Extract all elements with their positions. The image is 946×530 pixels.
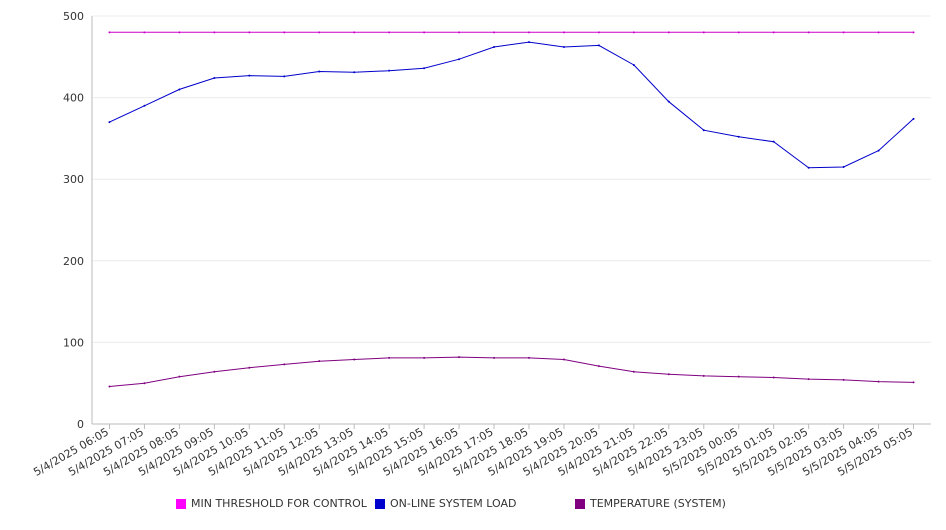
data-point-s1-5 xyxy=(283,75,286,78)
chart-legend: MIN THRESHOLD FOR CONTROL ON-LINE SYSTEM… xyxy=(0,497,946,515)
data-point-s1-16 xyxy=(667,100,670,103)
legend-item-1: ON-LINE SYSTEM LOAD xyxy=(375,497,516,510)
data-point-s2-17 xyxy=(702,374,705,377)
data-point-s1-20 xyxy=(807,166,810,169)
data-point-s0-18 xyxy=(737,31,740,34)
data-point-s2-2 xyxy=(178,375,181,378)
data-point-s1-22 xyxy=(877,149,880,152)
legend-label-0: MIN THRESHOLD FOR CONTROL xyxy=(191,497,367,510)
data-point-s0-13 xyxy=(562,31,565,34)
y-tick-label: 300 xyxy=(63,173,84,186)
data-point-s2-15 xyxy=(632,370,635,373)
data-point-s0-0 xyxy=(108,31,111,34)
data-point-s1-12 xyxy=(527,41,530,44)
legend-swatch-0 xyxy=(176,498,186,509)
data-point-s0-21 xyxy=(842,31,845,34)
data-point-s1-13 xyxy=(562,46,565,49)
data-point-s2-1 xyxy=(143,382,146,385)
data-point-s2-0 xyxy=(108,385,111,388)
data-point-s0-20 xyxy=(807,31,810,34)
data-point-s1-15 xyxy=(632,63,635,66)
y-tick-label: 200 xyxy=(63,255,84,268)
data-point-s2-12 xyxy=(527,356,530,359)
data-point-s1-7 xyxy=(353,71,356,74)
data-point-s2-14 xyxy=(597,365,600,368)
data-point-s1-6 xyxy=(318,70,321,73)
data-point-s2-13 xyxy=(562,358,565,361)
data-point-s1-9 xyxy=(423,67,426,70)
data-point-s1-21 xyxy=(842,165,845,168)
data-point-s1-17 xyxy=(702,129,705,132)
data-point-s2-11 xyxy=(493,356,496,359)
data-point-s0-10 xyxy=(458,31,461,34)
data-point-s0-16 xyxy=(667,31,670,34)
y-tick-label: 0 xyxy=(77,418,84,431)
data-point-s0-17 xyxy=(702,31,705,34)
data-point-s0-5 xyxy=(283,31,286,34)
legend-item-0: MIN THRESHOLD FOR CONTROL xyxy=(176,497,367,510)
series-line-1 xyxy=(109,41,914,169)
data-point-s1-0 xyxy=(108,121,111,124)
data-point-s0-6 xyxy=(318,31,321,34)
data-point-s0-9 xyxy=(423,31,426,34)
data-point-s2-18 xyxy=(737,375,740,378)
data-point-s0-4 xyxy=(248,31,251,34)
data-point-s0-22 xyxy=(877,31,880,34)
legend-swatch-1 xyxy=(375,498,385,509)
legend-label-1: ON-LINE SYSTEM LOAD xyxy=(390,497,517,510)
data-point-s1-8 xyxy=(388,69,391,72)
data-point-s0-7 xyxy=(353,31,356,34)
y-tick-label: 500 xyxy=(63,10,84,23)
data-point-s1-4 xyxy=(248,74,251,77)
legend-label-2: TEMPERATURE (SYSTEM) xyxy=(590,497,726,510)
data-point-s1-2 xyxy=(178,88,181,91)
data-point-s1-3 xyxy=(213,77,216,80)
data-point-s0-23 xyxy=(912,31,915,34)
data-point-s2-9 xyxy=(423,356,426,359)
data-point-s1-23 xyxy=(912,117,915,120)
data-point-s2-20 xyxy=(807,378,810,381)
data-point-s2-3 xyxy=(213,370,216,373)
data-point-s1-14 xyxy=(597,44,600,47)
data-point-s1-10 xyxy=(458,58,461,61)
data-point-s0-12 xyxy=(527,31,530,34)
data-point-s2-8 xyxy=(388,356,391,359)
legend-item-2: TEMPERATURE (SYSTEM) xyxy=(575,497,726,510)
data-point-s2-19 xyxy=(772,376,775,379)
data-point-s2-5 xyxy=(283,363,286,366)
data-point-s2-10 xyxy=(458,356,461,359)
data-point-s2-16 xyxy=(667,373,670,376)
data-point-s0-2 xyxy=(178,31,181,34)
data-point-s0-14 xyxy=(597,31,600,34)
y-tick-label: 100 xyxy=(63,336,84,349)
data-point-s0-1 xyxy=(143,31,146,34)
data-point-s1-19 xyxy=(772,140,775,143)
data-point-s2-22 xyxy=(877,380,880,383)
data-point-s2-6 xyxy=(318,360,321,363)
data-point-s0-3 xyxy=(213,31,216,34)
legend-swatch-2 xyxy=(575,498,585,509)
data-point-s1-11 xyxy=(493,46,496,49)
data-point-s0-11 xyxy=(493,31,496,34)
data-point-s2-21 xyxy=(842,378,845,381)
data-point-s0-19 xyxy=(772,31,775,34)
series-line-2 xyxy=(109,356,914,387)
data-point-s0-15 xyxy=(632,31,635,34)
data-point-s2-7 xyxy=(353,358,356,361)
data-point-s1-1 xyxy=(143,104,146,107)
data-point-s1-18 xyxy=(737,135,740,138)
data-point-s2-4 xyxy=(248,366,251,369)
data-point-s2-23 xyxy=(912,381,915,384)
y-tick-label: 400 xyxy=(63,92,84,105)
data-point-s0-8 xyxy=(388,31,391,34)
